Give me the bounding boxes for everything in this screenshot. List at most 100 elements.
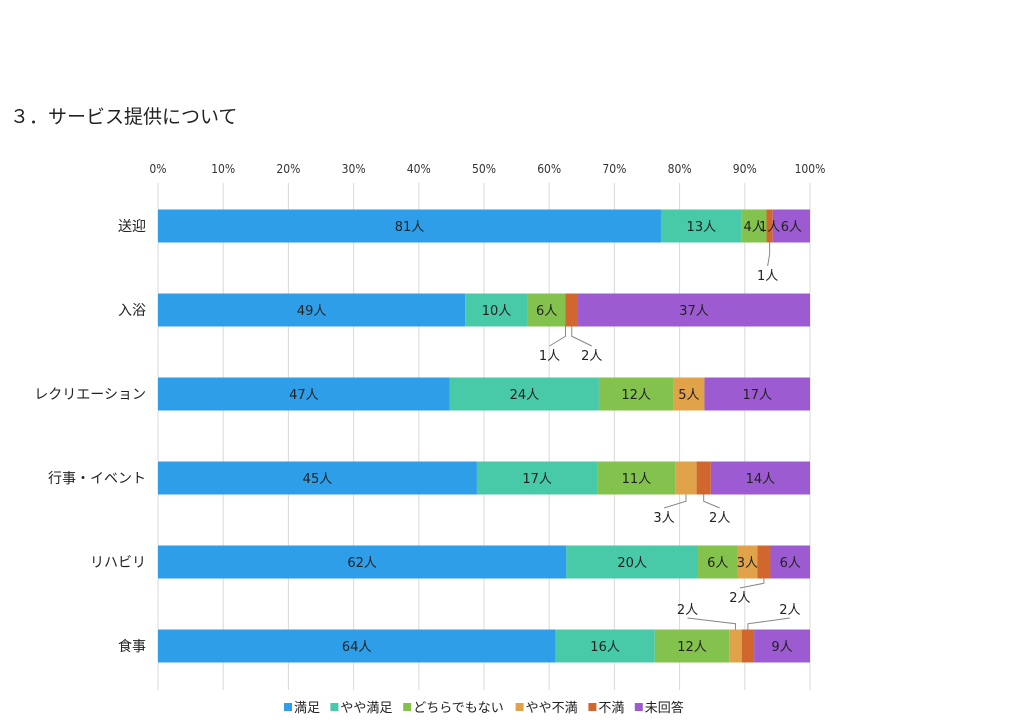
legend: 満足 やや満足 どちらでもない やや不満 不満 未回答 xyxy=(284,700,684,716)
legend-swatch xyxy=(284,703,292,711)
x-tick-label: 20% xyxy=(276,162,300,176)
data-label: 12人 xyxy=(677,640,707,655)
x-axis-ticks: 0% 10% 20% 30% 40% 50% 60% 70% 80% 90% 100% xyxy=(149,162,825,176)
data-label: 81人 xyxy=(395,220,425,235)
callout-leader xyxy=(747,617,790,630)
bar-segment xyxy=(673,377,705,411)
bar-segment xyxy=(465,293,528,327)
data-label: 5人 xyxy=(678,388,699,403)
x-tick-label: 70% xyxy=(602,162,626,176)
gridlines xyxy=(157,183,811,690)
legend-swatch xyxy=(634,703,643,711)
category-label: リハビリ xyxy=(90,555,146,571)
bar-segment xyxy=(757,545,771,579)
data-label: 62人 xyxy=(347,556,377,571)
x-tick-label: 60% xyxy=(537,162,561,176)
bar-segment xyxy=(158,545,567,579)
bar-segment xyxy=(449,377,599,411)
bar-segment xyxy=(158,209,661,243)
bar-segment xyxy=(598,377,674,411)
callout-label: 2人 xyxy=(709,511,730,526)
bar-segment xyxy=(476,461,598,495)
data-label: 49人 xyxy=(297,304,327,319)
callout-label: 1人 xyxy=(757,269,778,284)
category-label: 行事・イベント xyxy=(48,471,146,487)
bar-segment xyxy=(158,377,450,411)
bar-segment xyxy=(597,461,676,495)
bar-segment xyxy=(754,629,810,663)
bar-segment xyxy=(741,209,767,243)
x-tick-label: 0% xyxy=(149,162,166,176)
legend-label: 未回答 xyxy=(645,700,684,716)
bar-segment xyxy=(555,629,655,663)
legend-swatch xyxy=(515,703,524,711)
callout-label: 2人 xyxy=(677,603,698,618)
callout-leader xyxy=(739,578,765,589)
data-label: 20人 xyxy=(617,556,647,571)
data-label: 17人 xyxy=(522,472,552,487)
page-title: ３．サービス提供について xyxy=(10,106,238,128)
data-label: 13人 xyxy=(687,220,717,235)
bar-segment xyxy=(698,545,738,579)
bar-segment xyxy=(527,293,566,327)
bar-segment xyxy=(766,209,773,243)
category-label: 送迎 xyxy=(118,219,146,235)
data-label: 14人 xyxy=(746,472,776,487)
callout-leader xyxy=(687,617,736,630)
data-label: 6人 xyxy=(781,220,802,235)
data-label: 47人 xyxy=(289,388,319,403)
legend-label: やや満足 xyxy=(340,701,392,716)
bar-segment xyxy=(578,293,810,327)
x-tick-label: 30% xyxy=(342,162,366,176)
category-label: 食事 xyxy=(118,638,146,655)
data-label: 11人 xyxy=(622,472,652,487)
bar-segment xyxy=(737,545,758,579)
bar-segment xyxy=(158,461,477,495)
legend-swatch xyxy=(330,703,339,711)
bar-segment xyxy=(741,629,755,663)
data-label: 9人 xyxy=(771,640,792,655)
callout-leader xyxy=(663,494,687,509)
legend-label: どちらでもない xyxy=(413,701,504,716)
legend-label: 不満 xyxy=(598,701,624,716)
callout-leader xyxy=(571,326,592,347)
legend-swatch xyxy=(403,703,412,711)
x-tick-label: 50% xyxy=(472,162,496,176)
data-label: 6人 xyxy=(707,556,728,571)
bar-segments xyxy=(158,209,810,663)
bar-segment xyxy=(565,293,579,327)
data-label: 45人 xyxy=(303,472,333,487)
category-label: 入浴 xyxy=(118,303,146,319)
data-label: 6人 xyxy=(536,304,557,319)
bar-segment xyxy=(158,629,556,663)
bar-segment xyxy=(696,461,711,495)
callout-label: 2人 xyxy=(779,603,800,618)
callout-label: 2人 xyxy=(581,349,602,364)
data-label: 24人 xyxy=(510,388,540,403)
x-tick-label: 90% xyxy=(733,162,757,176)
data-label: 16人 xyxy=(590,640,620,655)
data-label: 17人 xyxy=(742,388,772,403)
bar-segment xyxy=(566,545,699,579)
callout-leader xyxy=(767,242,771,267)
callout-label: 3人 xyxy=(653,511,674,526)
bar-segment xyxy=(158,293,466,327)
data-label: 64人 xyxy=(342,640,372,655)
bar-segment xyxy=(660,209,742,243)
legend-label: 満足 xyxy=(294,701,320,716)
bar-segment xyxy=(729,629,742,663)
bar-segment xyxy=(675,461,697,495)
data-label: 3人 xyxy=(737,556,758,571)
callout-leader xyxy=(549,326,566,347)
callout-label: 2人 xyxy=(729,591,750,606)
legend-label: やや不満 xyxy=(526,701,578,716)
data-label: 12人 xyxy=(621,388,651,403)
data-label: 1人 xyxy=(759,220,780,235)
x-tick-label: 100% xyxy=(795,162,826,176)
callout-label: 1人 xyxy=(539,349,560,364)
data-label: 37人 xyxy=(679,304,709,319)
data-label: 4人 xyxy=(743,220,764,235)
x-tick-label: 40% xyxy=(407,162,431,176)
